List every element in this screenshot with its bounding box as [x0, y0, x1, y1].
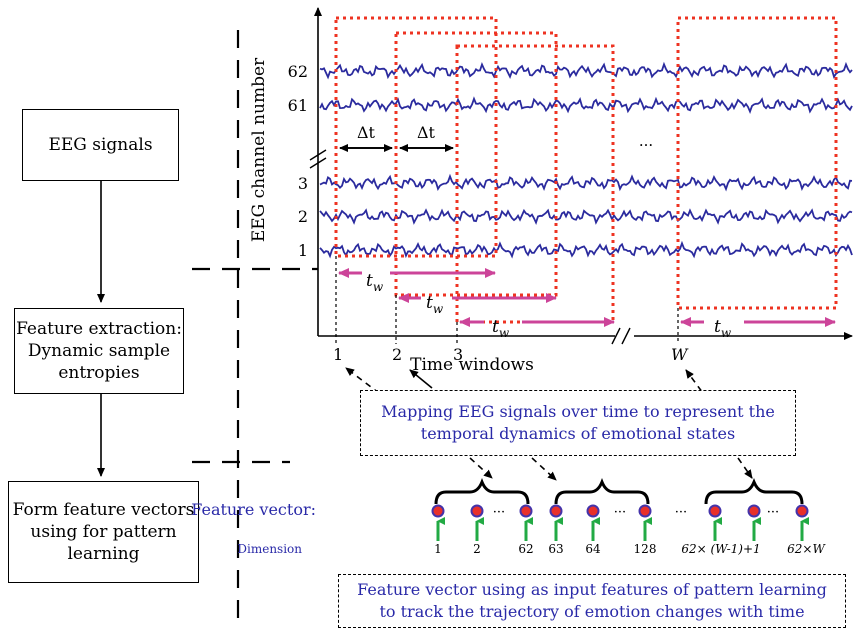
tw-label-3: tw	[492, 317, 510, 340]
signal-trace-1	[319, 240, 853, 259]
dimension-label-visible: Dimension	[237, 542, 302, 556]
feature-dot	[519, 504, 533, 518]
dimension-value: 62	[518, 542, 533, 556]
feature-ellipsis-3: ···	[675, 505, 687, 520]
feature-extraction-line3: entropies	[58, 363, 140, 384]
feature-dot	[638, 504, 652, 518]
channel-label-3: 3	[298, 174, 308, 193]
dimension-value: 2	[473, 542, 481, 556]
mapping-note-line1: Mapping EEG signals over time to represe…	[381, 402, 775, 422]
window-label-2: 2	[392, 345, 402, 364]
form-feature-line1: Form feature vectors	[12, 499, 195, 520]
feature-extraction-line1: Feature extraction:	[16, 318, 182, 339]
eeg-signal-traces	[319, 61, 853, 259]
dashed-separators	[192, 30, 318, 625]
feature-extraction-box: Feature extraction: Dynamic sample entro…	[14, 308, 184, 394]
delta-t-label-1: Δt	[357, 123, 376, 142]
feature-dots	[431, 504, 809, 541]
plot-axes	[309, 7, 853, 345]
window-label-w: W	[671, 345, 689, 364]
window-box-w	[676, 16, 838, 310]
form-feature-line3: learning	[67, 544, 140, 565]
feature-dot	[549, 504, 563, 518]
channel-label-62: 62	[288, 62, 308, 81]
dimension-value: 62× (W-1)+1	[681, 542, 760, 556]
dimension-value: 1	[434, 542, 442, 556]
mapping-note-line2: temporal dynamics of emotional states	[420, 424, 736, 443]
window-label-1: 1	[333, 345, 343, 364]
feature-ellipsis-1: ···	[493, 505, 505, 520]
mapping-arrows	[345, 367, 753, 481]
feature-dot	[795, 504, 809, 518]
feature-ellipsis-2: ···	[614, 505, 626, 520]
delta-t-label-2: Δt	[417, 123, 436, 142]
channel-ellipsis: ···	[639, 136, 653, 154]
feature-extraction-line2: Dynamic sample	[27, 340, 171, 361]
bottom-note-line1: Feature vector using as input features o…	[357, 580, 827, 600]
tw-label-w: tw	[714, 317, 732, 340]
dimension-value: 64	[585, 542, 601, 556]
delta-t-markers: Δt Δt	[339, 123, 454, 152]
signal-trace-3	[319, 173, 853, 192]
feature-dot	[470, 504, 484, 518]
feature-dot	[586, 504, 600, 518]
feature-ellipses: ··· ··· ··· ···	[493, 505, 779, 520]
feature-vector-label: Feature vector:	[191, 500, 316, 519]
signal-trace-61	[319, 96, 853, 114]
signal-trace-2	[319, 208, 853, 226]
feature-dot	[431, 504, 445, 518]
window-box-1	[334, 16, 498, 258]
feature-ellipsis-4: ···	[767, 505, 779, 520]
dimension-value: 62×W	[787, 542, 826, 556]
tw-labels: tw tw tw tw	[366, 271, 732, 340]
eeg-signals-label: EEG signals	[48, 134, 153, 155]
bottom-note-box: Feature vector using as input features o…	[338, 574, 846, 628]
feature-dot	[708, 504, 722, 518]
window-box-2	[394, 31, 558, 297]
y-axis-label: EEG channel number	[249, 57, 269, 242]
form-feature-line2: using for pattern	[30, 521, 177, 542]
tw-label-2: tw	[426, 293, 444, 316]
signal-trace-62	[319, 61, 853, 80]
channel-labels: 62 61 3 2 1	[288, 62, 308, 260]
feature-dot	[747, 504, 761, 518]
mapping-note-box: Mapping EEG signals over time to represe…	[360, 390, 796, 456]
bottom-note-line2: to track the trajectory of emotion chang…	[379, 602, 805, 621]
tw-label-1: tw	[366, 271, 384, 294]
window-box-3	[455, 44, 615, 324]
channel-label-2: 2	[298, 207, 308, 226]
form-feature-vectors-box: Form feature vectors using for pattern l…	[8, 481, 199, 583]
window-labels: 1 2 3 W	[333, 345, 689, 364]
window-label-3: 3	[453, 345, 463, 364]
time-window-boxes	[334, 16, 838, 324]
channel-label-1: 1	[298, 241, 308, 260]
feature-braces	[434, 477, 804, 505]
dimension-values: 1 2 62 63 64 128 62× (W-1)+1 62×W	[434, 542, 826, 556]
dimension-value: 63	[548, 542, 563, 556]
tw-span-arrows	[338, 268, 836, 327]
window-ticks	[335, 256, 679, 344]
dimension-value: 128	[634, 542, 657, 556]
eeg-signals-box: EEG signals	[22, 109, 179, 181]
channel-label-61: 61	[288, 96, 308, 115]
x-axis-label: Time windows	[410, 355, 534, 375]
